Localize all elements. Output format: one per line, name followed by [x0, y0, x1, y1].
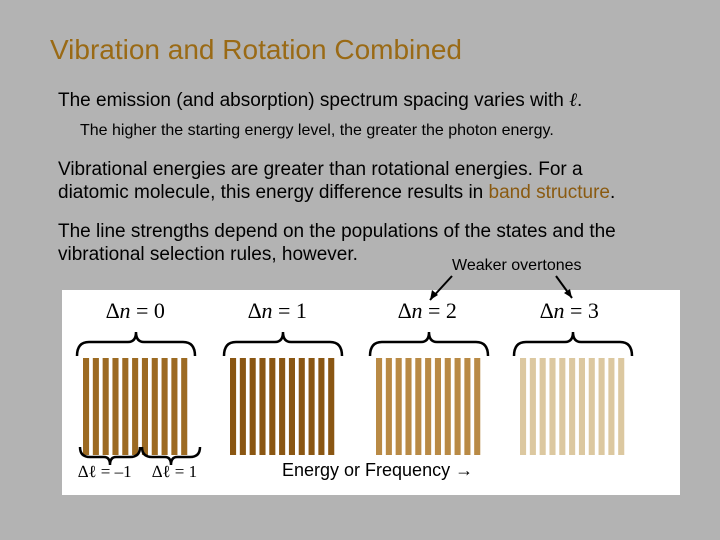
period: . — [577, 90, 583, 111]
spectral-line — [405, 358, 412, 455]
branch-label-plus: ∆ℓ = 1 — [152, 462, 198, 481]
spectral-line — [578, 358, 585, 455]
delta-symbol: ∆ — [398, 298, 412, 323]
band-eq: = 0 — [130, 298, 165, 323]
band-label-n2: ∆n = 2 — [398, 298, 457, 324]
text-line-spacing: The emission (and absorption) spectrum s… — [58, 90, 582, 112]
spectral-line — [474, 358, 481, 455]
spectral-line — [151, 358, 158, 455]
spectral-line — [608, 358, 615, 455]
branch-brace-plus — [140, 446, 202, 466]
spectral-line — [249, 358, 256, 455]
spectral-line — [230, 358, 237, 455]
branch-brace-minus — [78, 446, 142, 466]
band-brace — [222, 331, 344, 357]
spectral-line — [181, 358, 188, 455]
arrow-head — [564, 289, 572, 298]
band-eq: = 2 — [422, 298, 457, 323]
spectral-line — [102, 358, 109, 455]
spectral-line — [454, 358, 461, 455]
spectral-line — [598, 358, 605, 455]
text-paragraph-line-strengths: The line strengths depend on the populat… — [58, 220, 616, 266]
spectral-line — [569, 358, 576, 455]
spectral-line — [328, 358, 335, 455]
weaker-overtones-label: Weaker overtones — [452, 257, 582, 274]
spectral-line — [425, 358, 432, 455]
spectral-line — [141, 358, 148, 455]
spectral-line — [269, 358, 276, 455]
text-strengths-line2: vibrational selection rules, however. — [58, 244, 358, 265]
spectral-line — [298, 358, 305, 455]
band-structure-highlight: band structure — [488, 182, 610, 203]
spectral-line — [539, 358, 546, 455]
n-var: n — [411, 298, 423, 323]
band-brace — [75, 331, 197, 357]
band-eq: = 3 — [564, 298, 599, 323]
spectral-line — [444, 358, 451, 455]
spectral-line — [559, 358, 566, 455]
arrow-head — [430, 290, 438, 300]
spectral-line — [376, 358, 383, 455]
spectral-line — [279, 358, 286, 455]
text-vibrational-line1: Vibrational energies are greater than ro… — [58, 159, 583, 180]
spectral-line — [239, 358, 246, 455]
spectral-line — [318, 358, 325, 455]
slide-title: Vibration and Rotation Combined — [50, 34, 462, 65]
n-var: n — [119, 298, 131, 323]
spectral-line — [83, 358, 90, 455]
spectral-line — [308, 358, 315, 455]
text-paragraph-vibrational: Vibrational energies are greater than ro… — [58, 158, 615, 204]
spectral-line — [588, 358, 595, 455]
spectral-line — [395, 358, 402, 455]
spectral-line — [618, 358, 625, 455]
spectral-line — [288, 358, 295, 455]
spectral-line — [112, 358, 119, 455]
n-var: n — [261, 298, 273, 323]
spectral-line — [415, 358, 422, 455]
axis-label-energy: Energy or Frequency → — [282, 460, 474, 480]
spectral-line — [529, 358, 536, 455]
spectral-line — [92, 358, 99, 455]
spectral-line — [259, 358, 266, 455]
text-line-energy: The higher the starting energy level, th… — [80, 122, 554, 139]
spectral-line — [549, 358, 556, 455]
spectral-line — [385, 358, 392, 455]
ell-symbol: ℓ — [569, 90, 578, 111]
text-vibrational-line2: diatomic molecule, this energy differenc… — [58, 181, 615, 204]
delta-symbol: ∆ — [540, 298, 554, 323]
text-vibrational-prefix: diatomic molecule, this energy differenc… — [58, 182, 489, 203]
band-brace — [368, 331, 490, 357]
delta-symbol: ∆ — [248, 298, 262, 323]
delta-symbol: ∆ — [106, 298, 120, 323]
spectral-line — [161, 358, 168, 455]
spectral-line — [132, 358, 139, 455]
spectral-line — [434, 358, 441, 455]
band-brace — [512, 331, 634, 357]
band-label-n3: ∆n = 3 — [540, 298, 599, 324]
text-line-spacing-prefix: The emission (and absorption) spectrum s… — [58, 90, 570, 111]
period: . — [610, 182, 616, 203]
spectral-line — [171, 358, 178, 455]
n-var: n — [553, 298, 565, 323]
band-label-n0: ∆n = 0 — [106, 298, 165, 324]
spectral-line — [122, 358, 129, 455]
branch-label-minus: ∆ℓ = –1 — [78, 462, 132, 481]
band-eq: = 1 — [272, 298, 307, 323]
spectral-line — [464, 358, 471, 455]
spectral-line — [520, 358, 527, 455]
text-strengths-line1: The line strengths depend on the populat… — [58, 221, 616, 242]
band-label-n1: ∆n = 1 — [248, 298, 307, 324]
